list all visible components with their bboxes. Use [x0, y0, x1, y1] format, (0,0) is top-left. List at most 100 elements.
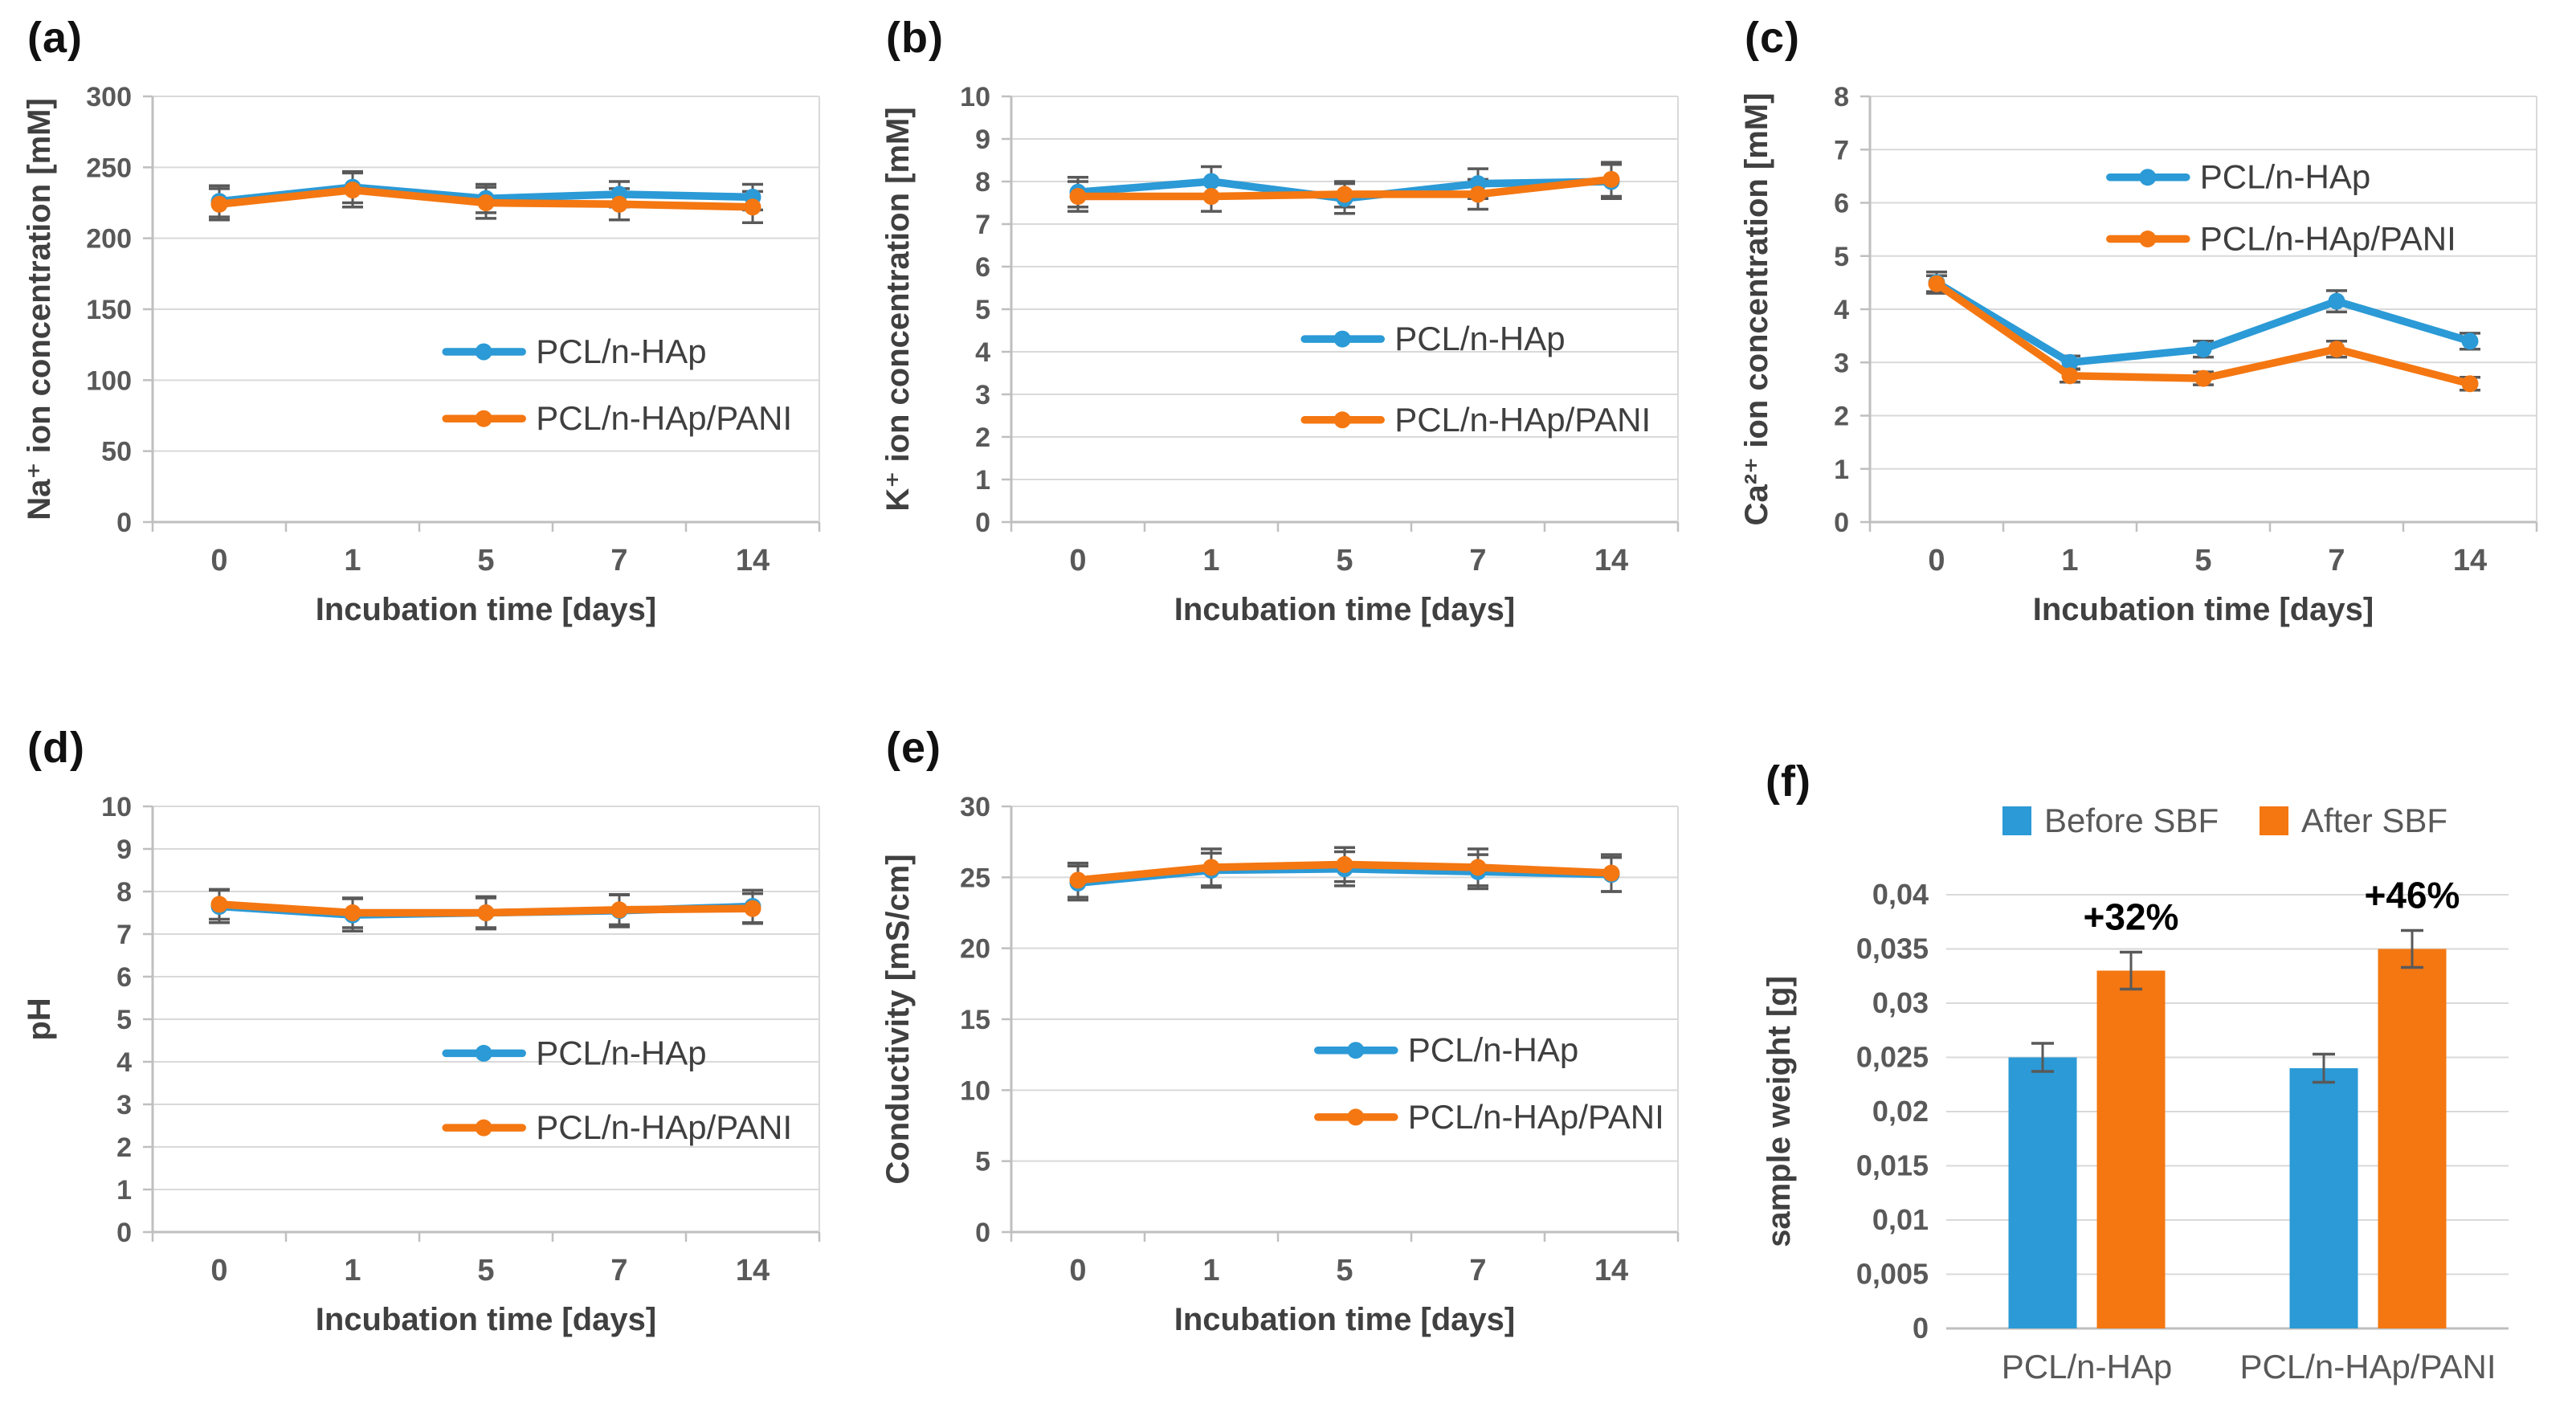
y-tick-label: 15 — [960, 1005, 990, 1035]
y-tick-label: 0 — [975, 508, 990, 538]
y-tick-label: 6 — [975, 252, 990, 283]
y-tick-label: 150 — [86, 295, 132, 325]
x-tick-label: 5 — [2194, 544, 2211, 577]
panel-d: (d) 0 1 2 3 4 5 6 7 8 9 10 0 1 5 7 14 Incubation time [d… — [0, 710, 859, 1420]
panel-a-label: (a) — [27, 14, 83, 62]
plot-area: 0 0,005 0,01 0,015 0,02 0,025 0,03 0,035 0,04 sam… — [1762, 802, 2509, 1385]
y-tick-label: 8 — [1834, 82, 1849, 112]
legend-item-pcl-n-hap-pani: PCL/n-HAp/PANI — [1314, 1098, 1664, 1136]
data-point — [2328, 341, 2345, 358]
legend-label: PCL/n-HAp — [536, 333, 706, 370]
x-tick-label: 7 — [2328, 544, 2345, 577]
panel-b: (b) 0 1 2 3 4 5 6 7 8 9 10 0 1 5 7 14 Incubation time [d… — [859, 0, 1717, 710]
y-tick-label: 1 — [116, 1175, 132, 1206]
y-tick-label: 0,01 — [1872, 1203, 1929, 1236]
y-tick-label: 20 — [960, 934, 990, 965]
gridlines: 0 1 2 3 4 5 6 7 8 — [1834, 82, 2537, 538]
y-tick-label: 7 — [975, 210, 990, 240]
y-tick-label: 3 — [1834, 348, 1849, 378]
gridlines: 0 1 2 3 4 5 6 7 8 9 10 — [960, 82, 1678, 538]
ca-ion-concentration-chart: 0 1 2 3 4 5 6 7 8 0 1 5 7 14 Incubation time [days] Ca²… — [1739, 82, 2538, 627]
x-tick-label: 1 — [344, 544, 361, 577]
legend-item-after-sbf: After SBF — [2260, 802, 2447, 839]
data-point — [1069, 871, 1087, 889]
data-point — [2461, 333, 2479, 350]
x-tick-label: 7 — [1469, 1254, 1486, 1287]
data-point — [477, 194, 495, 211]
x-tick-label: 0 — [1928, 544, 1945, 577]
y-tick-label: 0 — [975, 1218, 990, 1248]
k-ion-concentration-chart: 0 1 2 3 4 5 6 7 8 9 10 0 1 5 7 14 Incubation time [days]… — [880, 82, 1680, 627]
panel-b-label: (b) — [886, 14, 944, 62]
y-tick-label: 25 — [960, 863, 990, 893]
legend-label: PCL/n-HAp — [1394, 320, 1565, 357]
data-point — [1602, 864, 1620, 882]
y-axis-title: Ca²⁺ ion concentration [mM] — [1739, 93, 1774, 526]
panel-f: (f) 0 0,005 0,01 0,015 0,02 0,025 0,03 0,035 0,0… — [1717, 710, 2576, 1420]
legend-label: PCL/n-HAp — [1408, 1031, 1578, 1069]
x-tick-label: 0 — [1069, 1254, 1086, 1287]
x-category-label: PCL/n-HAp — [2002, 1348, 2172, 1385]
data-point — [344, 904, 361, 921]
y-tick-label: 4 — [116, 1047, 132, 1078]
na-ion-concentration-chart: 0 50 100 150 200 250 300 0 1 5 7 14 Incubation time … — [22, 82, 821, 627]
y-tick-label: 0,03 — [1872, 986, 1929, 1019]
legend-item-pcl-n-hap-pani: PCL/n-HAp/PANI — [442, 1108, 792, 1146]
bar — [2289, 1068, 2358, 1328]
data-point — [1202, 173, 1220, 190]
y-tick-label: 2 — [1834, 402, 1849, 432]
y-tick-label: 0 — [1834, 508, 1849, 538]
gridlines: 0 1 2 3 4 5 6 7 8 9 10 — [101, 792, 819, 1248]
legend-item-before-sbf: Before SBF — [2002, 802, 2219, 839]
panel-d-label: (d) — [27, 724, 85, 772]
data-point — [2461, 375, 2479, 393]
x-tick-label: 14 — [736, 1254, 770, 1287]
plot-area: 0 1 2 3 4 5 6 7 8 0 1 5 7 14 Incubation time [days] Ca²… — [1739, 82, 2538, 627]
legend-item-pcl-n-hap-pani: PCL/n-HAp/PANI — [1300, 401, 1651, 439]
ph-chart: 0 1 2 3 4 5 6 7 8 9 10 0 1 5 7 14 Incubation time [days]… — [22, 792, 821, 1337]
data-point — [744, 198, 761, 216]
y-tick-label: 0,005 — [1856, 1258, 1929, 1291]
data-point — [210, 195, 228, 213]
y-tick-label: 250 — [86, 153, 132, 183]
legend-item-pcl-n-hap-pani: PCL/n-HAp/PANI — [2106, 220, 2456, 258]
x-tick-label: 1 — [1202, 544, 1219, 577]
percent-annotation: +46% — [2365, 875, 2460, 916]
x-axis-title: Incubation time [days] — [1174, 1302, 1516, 1337]
x-tick-label: 0 — [210, 544, 227, 577]
data-point — [1469, 186, 1487, 203]
panel-a: (a) 0 50 100 150 200 250 300 0 1 5 7 14 Incubation t… — [0, 0, 859, 710]
x-axis-title: Incubation time [days] — [2033, 592, 2374, 627]
y-axis-title: K⁺ ion concentration [mM] — [880, 107, 916, 511]
y-tick-label: 0,04 — [1872, 878, 1929, 911]
y-tick-label: 10 — [101, 792, 132, 822]
data-point — [477, 904, 495, 921]
series-before-sbf — [2008, 1042, 2358, 1328]
y-tick-label: 9 — [116, 834, 132, 865]
bar — [2008, 1057, 2077, 1328]
x-tick-label: 5 — [1336, 544, 1353, 577]
y-tick-label: 0,02 — [1872, 1095, 1929, 1128]
y-tick-label: 8 — [116, 877, 132, 908]
y-tick-label: 0 — [116, 508, 132, 538]
sample-weight-bar-chart: 0 0,005 0,01 0,015 0,02 0,025 0,03 0,035 0,04 sam… — [1762, 802, 2509, 1385]
panel-e-label: (e) — [886, 724, 941, 772]
y-tick-label: 300 — [86, 82, 132, 112]
panel-c: (c) 0 1 2 3 4 5 6 7 8 0 1 5 7 14 Incubation time [days… — [1717, 0, 2576, 710]
bar — [2378, 949, 2447, 1328]
legend-label: PCL/n-HAp/PANI — [1394, 401, 1651, 439]
legend-label: PCL/n-HAp/PANI — [536, 1108, 792, 1146]
data-point — [1928, 275, 1945, 292]
data-point — [1202, 859, 1220, 876]
data-point — [610, 195, 628, 213]
data-point — [2328, 292, 2345, 310]
bar — [2096, 970, 2166, 1328]
x-tick-label: 0 — [1069, 544, 1086, 577]
x-tick-label: 14 — [736, 544, 770, 577]
x-tick-label: 14 — [2453, 544, 2487, 577]
gridlines: 0 5 10 15 20 25 30 — [960, 792, 1678, 1248]
y-tick-label: 4 — [1834, 295, 1849, 325]
